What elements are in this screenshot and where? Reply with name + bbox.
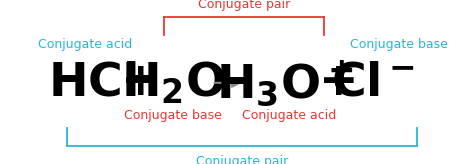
Text: Conjugate pair: Conjugate pair	[198, 0, 290, 11]
Text: $\mathbf{H_2O}$: $\mathbf{H_2O}$	[121, 60, 225, 106]
Text: $\mathbf{Cl^-}$: $\mathbf{Cl^-}$	[331, 60, 415, 105]
Text: $\mathbf{HCl}$: $\mathbf{HCl}$	[48, 60, 137, 105]
Text: Conjugate acid: Conjugate acid	[38, 38, 132, 51]
Text: $\mathbf{+}$: $\mathbf{+}$	[120, 60, 156, 105]
Text: Conjugate base: Conjugate base	[124, 109, 222, 122]
Text: Conjugate acid: Conjugate acid	[242, 109, 336, 122]
Text: $\mathbf{+}$: $\mathbf{+}$	[318, 60, 355, 105]
Text: Conjugate pair: Conjugate pair	[196, 155, 288, 164]
Text: $\mathbf{H_3O^+}$: $\mathbf{H_3O^+}$	[217, 58, 354, 108]
Text: Conjugate base: Conjugate base	[350, 38, 448, 51]
